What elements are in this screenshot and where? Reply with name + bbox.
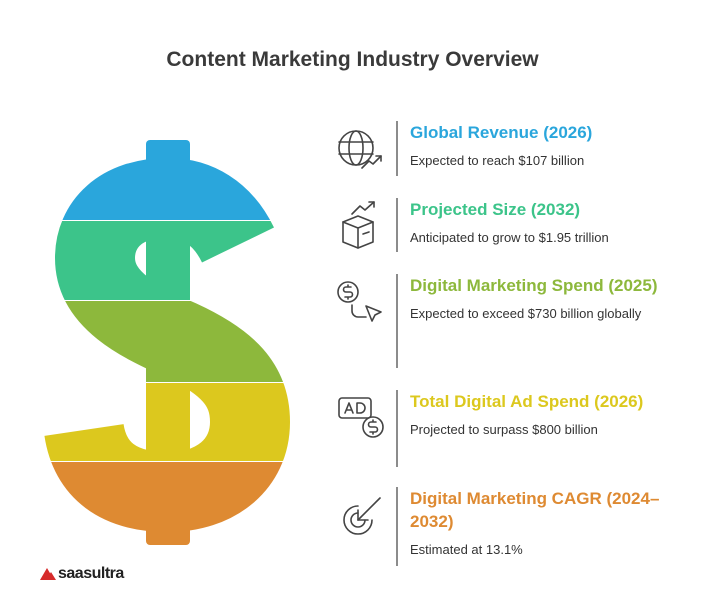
dollar-sign [30,140,310,545]
item-title: Digital Marketing Spend (2025) [410,276,658,295]
ad-icon [338,397,384,438]
dollar-band [30,383,310,462]
item-title: Digital Marketing CAGR (2024–2032) [410,489,660,531]
item: Total Digital Ad Spend (2026) Projected t… [410,390,660,439]
item-title: Total Digital Ad Spend (2026) [410,392,644,411]
item-description: Estimated at 13.1% [410,542,523,557]
dollar-band [30,301,310,383]
brand: saasultra [58,565,124,582]
dollar-band [30,462,310,545]
item-description: Expected to reach $107 billion [410,153,585,168]
item: Digital Marketing Spend (2025) Expected t… [410,274,660,323]
item: Global Revenue (2026) Expected to reach $… [410,121,660,170]
globe-icon [338,130,382,169]
dollar-band [30,140,310,221]
item-title: Projected Size (2032) [410,200,581,219]
item-description: Projected to surpass $800 billion [410,422,598,437]
item-title: Global Revenue (2026) [410,123,593,142]
item-description: Anticipated to grow to $1.95 trillion [410,230,609,245]
item-description: Expected to exceed $730 billion globally [410,306,642,321]
money-click-icon [337,281,382,322]
icons [337,130,384,535]
target-icon [343,497,381,535]
item: Projected Size (2032) Anticipated to grow… [410,198,660,247]
dollar-band [30,221,310,301]
box-icon [342,201,375,249]
item: Digital Marketing CAGR (2024–2032) Estima… [410,487,660,559]
brand-logo [40,568,56,580]
title: Content Marketing Industry Overview [166,48,539,71]
